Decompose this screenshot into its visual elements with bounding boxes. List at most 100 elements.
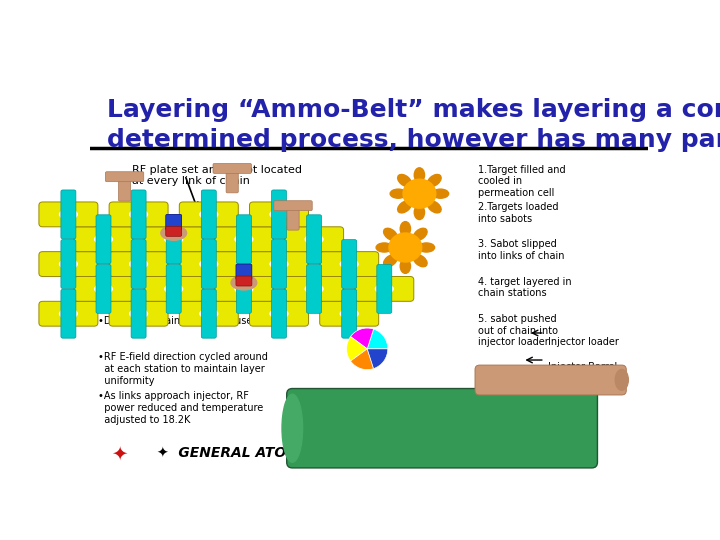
Ellipse shape <box>428 201 441 213</box>
FancyBboxPatch shape <box>166 215 181 264</box>
Ellipse shape <box>384 255 397 267</box>
Ellipse shape <box>165 285 183 293</box>
FancyBboxPatch shape <box>236 215 251 264</box>
FancyBboxPatch shape <box>179 301 238 326</box>
FancyBboxPatch shape <box>287 205 299 230</box>
FancyBboxPatch shape <box>166 226 181 237</box>
Ellipse shape <box>376 243 392 252</box>
Ellipse shape <box>161 226 186 240</box>
Ellipse shape <box>60 309 77 318</box>
Ellipse shape <box>375 285 393 293</box>
FancyBboxPatch shape <box>215 276 274 301</box>
FancyBboxPatch shape <box>96 265 111 313</box>
FancyBboxPatch shape <box>39 301 98 326</box>
Text: 3. Sabot slipped
into links of chain: 3. Sabot slipped into links of chain <box>478 239 564 261</box>
FancyBboxPatch shape <box>250 252 308 276</box>
Circle shape <box>389 233 422 262</box>
FancyBboxPatch shape <box>271 240 287 288</box>
Text: Injector Barrel: Injector Barrel <box>547 362 617 372</box>
FancyBboxPatch shape <box>307 265 322 313</box>
FancyBboxPatch shape <box>166 214 181 230</box>
FancyBboxPatch shape <box>355 276 414 301</box>
FancyBboxPatch shape <box>61 240 76 288</box>
Wedge shape <box>346 336 367 361</box>
FancyBboxPatch shape <box>342 240 356 288</box>
FancyBboxPatch shape <box>144 227 203 252</box>
Ellipse shape <box>397 174 411 186</box>
Ellipse shape <box>414 205 425 220</box>
FancyBboxPatch shape <box>271 289 287 338</box>
Ellipse shape <box>341 309 358 318</box>
Text: ✦  GENERAL ATOMICS: ✦ GENERAL ATOMICS <box>157 447 325 461</box>
Ellipse shape <box>60 260 77 268</box>
FancyBboxPatch shape <box>131 190 146 239</box>
Ellipse shape <box>400 259 410 273</box>
Text: Layering “Ammo-Belt” makes layering a continuous,
determined process, however ha: Layering “Ammo-Belt” makes layering a co… <box>107 98 720 152</box>
FancyBboxPatch shape <box>342 289 356 338</box>
Ellipse shape <box>94 285 112 293</box>
FancyBboxPatch shape <box>250 202 308 227</box>
FancyBboxPatch shape <box>320 252 379 276</box>
Ellipse shape <box>200 260 217 268</box>
Wedge shape <box>351 328 374 349</box>
FancyBboxPatch shape <box>105 172 144 181</box>
Ellipse shape <box>231 275 257 290</box>
FancyBboxPatch shape <box>202 289 216 338</box>
Ellipse shape <box>397 201 411 213</box>
FancyBboxPatch shape <box>271 190 287 239</box>
Ellipse shape <box>130 309 148 318</box>
Ellipse shape <box>615 369 629 390</box>
Ellipse shape <box>305 235 323 244</box>
Ellipse shape <box>400 221 410 236</box>
FancyBboxPatch shape <box>287 389 598 468</box>
FancyBboxPatch shape <box>250 301 308 326</box>
Text: 1.Target filled and
cooled in
permeation cell: 1.Target filled and cooled in permeation… <box>478 165 565 198</box>
Ellipse shape <box>414 168 425 183</box>
Ellipse shape <box>60 210 77 219</box>
FancyBboxPatch shape <box>119 176 130 201</box>
Ellipse shape <box>413 255 427 267</box>
FancyBboxPatch shape <box>61 190 76 239</box>
Ellipse shape <box>270 210 288 219</box>
Ellipse shape <box>130 260 148 268</box>
Text: •Dielectric chain and sabot used: •Dielectric chain and sabot used <box>99 316 259 326</box>
FancyBboxPatch shape <box>274 201 312 211</box>
FancyBboxPatch shape <box>202 240 216 288</box>
Wedge shape <box>367 349 388 369</box>
Ellipse shape <box>130 210 148 219</box>
FancyBboxPatch shape <box>39 252 98 276</box>
Ellipse shape <box>270 260 288 268</box>
FancyBboxPatch shape <box>213 164 251 173</box>
Ellipse shape <box>305 285 323 293</box>
FancyBboxPatch shape <box>215 227 274 252</box>
FancyBboxPatch shape <box>109 202 168 227</box>
Wedge shape <box>351 349 374 369</box>
Text: 4. target layered in
chain stations: 4. target layered in chain stations <box>478 277 572 299</box>
Ellipse shape <box>413 228 427 240</box>
Text: 2.Targets loaded
into sabots: 2.Targets loaded into sabots <box>478 202 558 224</box>
FancyBboxPatch shape <box>226 167 238 193</box>
FancyBboxPatch shape <box>284 227 343 252</box>
Ellipse shape <box>432 189 449 198</box>
Ellipse shape <box>341 260 358 268</box>
FancyBboxPatch shape <box>61 289 76 338</box>
Ellipse shape <box>270 309 288 318</box>
Ellipse shape <box>390 189 407 198</box>
Text: RF plate set and sabot located
at every link of chain: RF plate set and sabot located at every … <box>132 165 302 186</box>
FancyBboxPatch shape <box>475 365 626 395</box>
FancyBboxPatch shape <box>166 265 181 313</box>
FancyBboxPatch shape <box>236 276 252 286</box>
Text: Injector loader: Injector loader <box>547 337 618 347</box>
FancyBboxPatch shape <box>74 276 133 301</box>
FancyBboxPatch shape <box>39 202 98 227</box>
FancyBboxPatch shape <box>96 215 111 264</box>
FancyBboxPatch shape <box>377 265 392 313</box>
FancyBboxPatch shape <box>179 202 238 227</box>
Text: •As links approach injector, RF
  power reduced and temperature
  adjusted to 18: •As links approach injector, RF power re… <box>99 391 264 425</box>
Ellipse shape <box>418 243 435 252</box>
Circle shape <box>403 179 436 208</box>
FancyBboxPatch shape <box>131 240 146 288</box>
Ellipse shape <box>235 285 253 293</box>
Ellipse shape <box>200 309 217 318</box>
Ellipse shape <box>282 394 302 462</box>
